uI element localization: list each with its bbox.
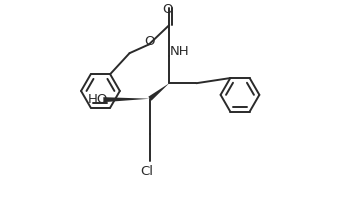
Text: O: O <box>162 3 173 16</box>
Text: HO: HO <box>88 93 108 106</box>
Text: NH: NH <box>170 45 189 58</box>
Text: Cl: Cl <box>141 165 154 178</box>
Polygon shape <box>148 83 169 101</box>
Text: O: O <box>144 35 154 48</box>
Polygon shape <box>103 97 150 102</box>
